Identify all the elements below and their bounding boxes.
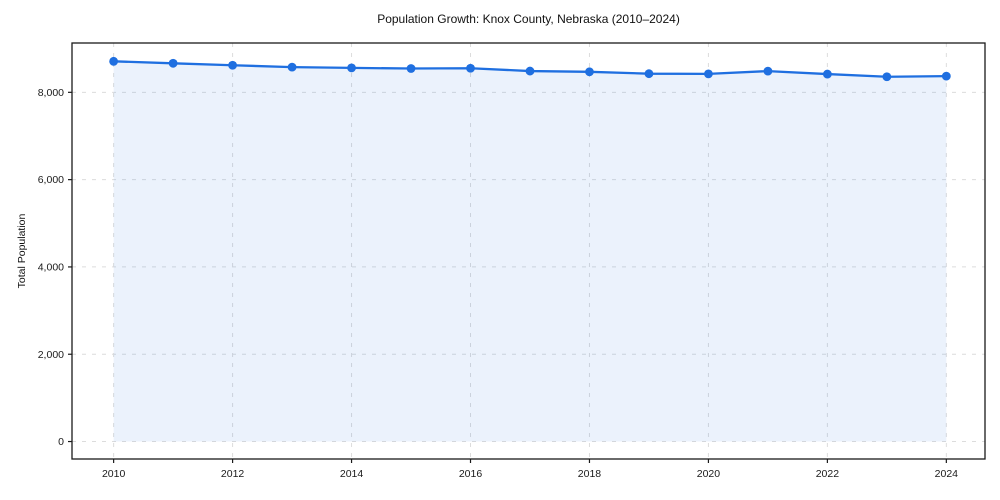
y-tick-label: 4,000	[38, 262, 64, 274]
x-tick-label: 2016	[459, 468, 483, 480]
data-point-2010	[109, 56, 119, 66]
x-tick-label: 2024	[935, 468, 959, 480]
data-point-2020	[704, 69, 713, 79]
data-point-2023	[882, 72, 892, 82]
plot-border	[71, 42, 986, 460]
area-fill	[113, 61, 947, 442]
data-point-2018	[585, 67, 594, 77]
data-point-2021	[763, 66, 773, 76]
data-point-2014	[347, 63, 356, 73]
x-tick-label: 2020	[697, 468, 721, 480]
data-point-2013	[287, 62, 297, 72]
data-point-2016	[466, 63, 475, 73]
x-tick-label: 2022	[816, 468, 840, 480]
x-tick-label: 2010	[102, 468, 126, 480]
data-point-2017	[525, 66, 535, 76]
data-point-2012	[228, 60, 237, 70]
y-tick-label: 6,000	[38, 174, 64, 186]
data-point-2011	[168, 58, 178, 68]
x-tick-label: 2018	[578, 468, 602, 480]
data-point-2019	[644, 69, 654, 79]
chart-title: Population Growth: Knox County, Nebraska…	[377, 12, 680, 26]
y-tick-label: 0	[58, 436, 64, 448]
x-tick-label: 2014	[340, 468, 364, 480]
x-tick-label: 2012	[221, 468, 245, 480]
data-point-2015	[406, 64, 416, 73]
y-tick-label: 2,000	[38, 349, 64, 361]
y-tick-label: 8,000	[38, 87, 64, 99]
data-point-2024	[941, 71, 951, 81]
data-point-2022	[822, 69, 832, 79]
